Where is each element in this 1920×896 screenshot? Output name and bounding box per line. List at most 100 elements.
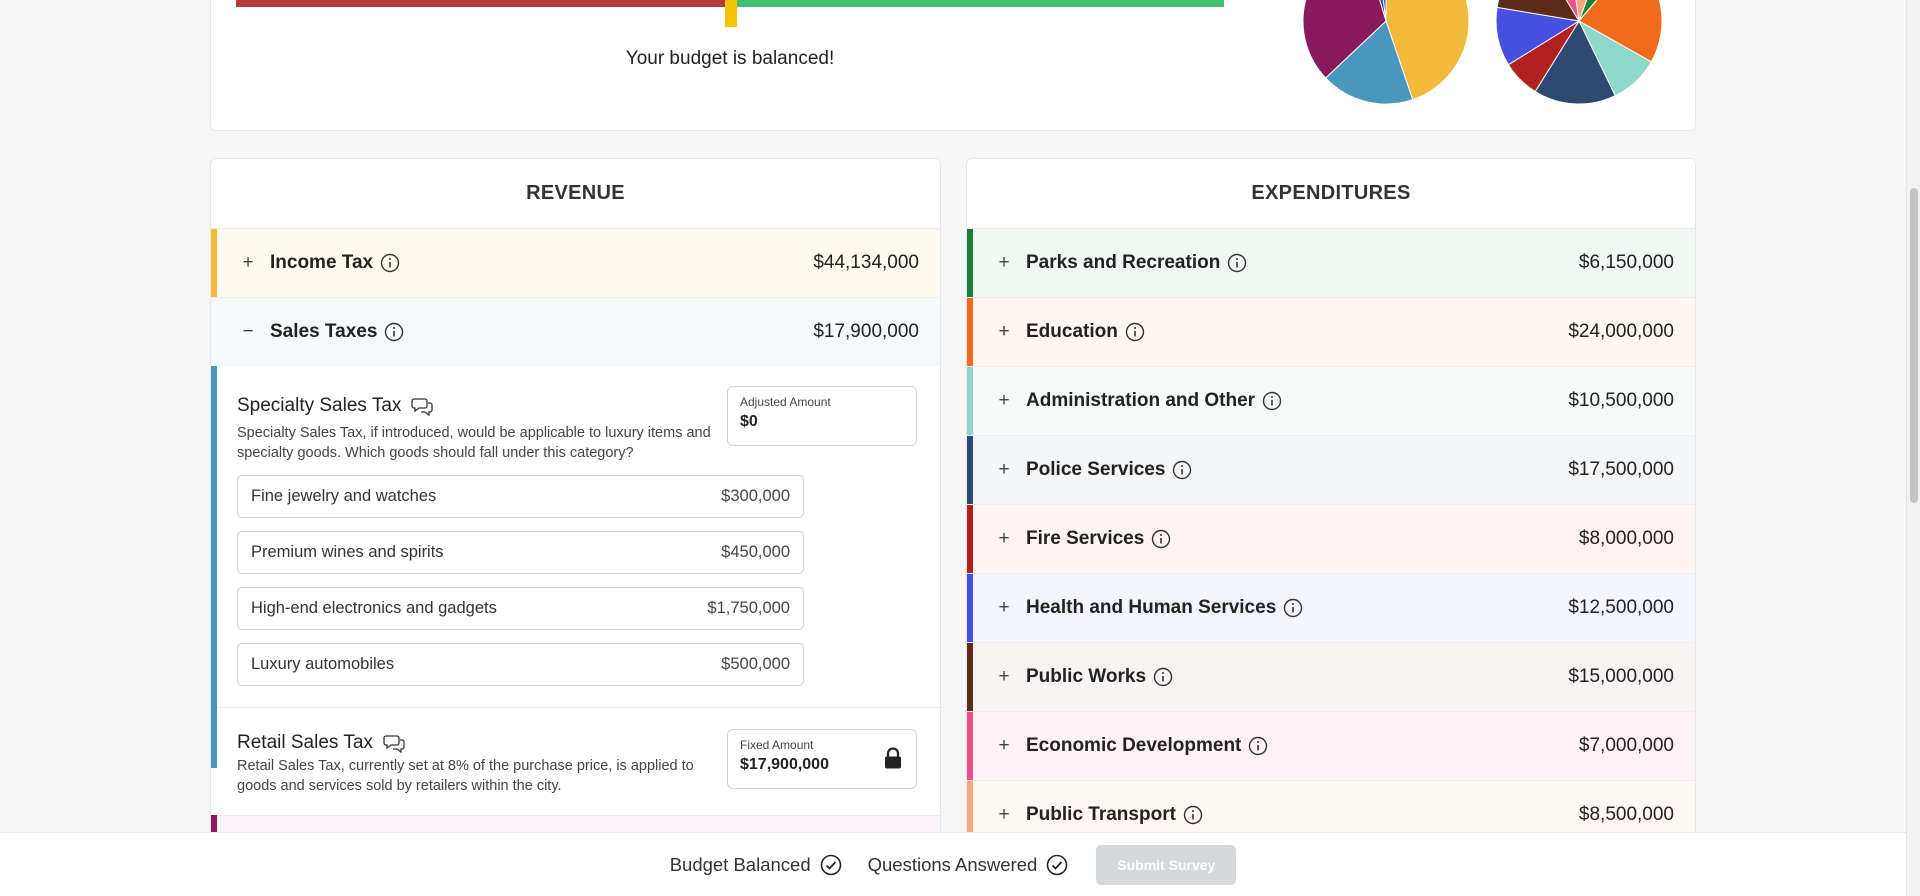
category-color-stripe (211, 229, 217, 297)
page-scrollbar[interactable] (1906, 0, 1920, 896)
category-amount: $44,134,000 (813, 252, 919, 273)
category-color-stripe (967, 298, 973, 366)
category-name: Income Tax (270, 252, 374, 273)
amount-label: Fixed Amount (740, 738, 814, 752)
expand-toggle[interactable]: + (998, 390, 1010, 411)
lock-icon (885, 747, 901, 769)
category-color-stripe (967, 574, 973, 642)
item-label: Luxury automobiles (251, 655, 395, 673)
category-name: Public Works (1026, 666, 1147, 687)
expenditure-row[interactable]: + Fire Services $8,000,000 (967, 504, 1695, 573)
expand-toggle[interactable]: + (998, 597, 1010, 618)
expand-toggle[interactable]: + (998, 804, 1010, 825)
info-icon[interactable] (1283, 598, 1303, 618)
budget-summary-card: Your budget is balanced! (210, 0, 1696, 131)
adjusted-amount-field[interactable]: Adjusted Amount $0 (727, 386, 917, 446)
scrollbar-thumb[interactable] (1910, 188, 1918, 503)
list-item[interactable]: High-end electronics and gadgets $1,750,0… (237, 587, 804, 630)
info-icon[interactable] (1227, 253, 1247, 273)
item-amount: $450,000 (721, 543, 790, 561)
check-circle-icon (1046, 854, 1068, 875)
revenue-row-income-tax[interactable]: + Income Tax $44,134,000 (211, 228, 940, 297)
expenditures-title: EXPENDITURES (1251, 182, 1411, 204)
category-color-stripe (967, 229, 973, 297)
category-name: Economic Development (1026, 735, 1242, 756)
category-name: Fire Services (1026, 528, 1145, 549)
check-circle-icon (820, 854, 841, 875)
comment-icon[interactable] (411, 396, 434, 416)
status-label: Questions Answered (867, 853, 1038, 875)
balance-message: Your budget is balanced! (625, 48, 835, 69)
submit-survey-button[interactable]: Submit Survey (1096, 844, 1237, 885)
status-label: Budget Balanced (669, 853, 811, 875)
revenue-panel: REVENUE + Income Tax $44,134,000 − Sales… (210, 158, 941, 896)
category-amount: $17,500,000 (1568, 459, 1674, 480)
balance-marker (725, 0, 737, 27)
item-label: Fine jewelry and watches (251, 487, 437, 505)
comment-icon[interactable] (383, 733, 405, 753)
expenditure-row[interactable]: + Health and Human Services $12,500,000 (967, 573, 1695, 642)
expenditure-row[interactable]: + Police Services $17,500,000 (967, 435, 1695, 504)
info-icon[interactable] (1248, 736, 1268, 756)
expand-toggle[interactable]: + (998, 321, 1010, 342)
category-name: Parks and Recreation (1026, 252, 1221, 273)
info-icon[interactable] (1262, 391, 1282, 411)
info-icon[interactable] (380, 253, 400, 273)
info-icon[interactable] (1172, 460, 1192, 480)
category-color-stripe (967, 505, 973, 573)
balance-bar (236, 0, 1224, 27)
category-color-stripe (967, 436, 973, 504)
category-amount: $6,150,000 (1578, 252, 1674, 273)
expenditure-row[interactable]: + Parks and Recreation $6,150,000 (967, 228, 1695, 297)
expand-toggle[interactable]: + (242, 252, 254, 273)
category-name: Education (1026, 321, 1118, 342)
category-amount: $8,500,000 (1578, 804, 1674, 825)
pie-slice (1496, 0, 1580, 22)
expenditure-row[interactable]: + Education $24,000,000 (967, 297, 1695, 366)
expand-toggle[interactable]: + (998, 666, 1010, 687)
item-label: High-end electronics and gadgets (251, 599, 497, 617)
category-name: Public Transport (1026, 804, 1176, 825)
pie-slice (1385, 0, 1469, 101)
list-item[interactable]: Fine jewelry and watches $300,000 (237, 475, 804, 518)
category-amount: $15,000,000 (1568, 666, 1674, 687)
expenditures-panel: EXPENDITURES + Parks and Recreation $6,150… (966, 158, 1696, 896)
pie-slice (1382, 0, 1387, 22)
expenditure-row[interactable]: + Administration and Other $10,500,000 (967, 366, 1695, 435)
specialty-sales-tax-description: Specialty Sales Tax, if introduced, woul… (237, 425, 711, 461)
specialty-goods-list: Fine jewelry and watches $300,000 Premium… (237, 475, 804, 699)
revenue-pie-chart (1303, 0, 1469, 104)
item-amount: $300,000 (721, 487, 790, 505)
expand-toggle[interactable]: + (998, 735, 1010, 756)
category-name: Health and Human Services (1026, 597, 1277, 618)
info-icon[interactable] (1183, 805, 1203, 825)
pie-slice (1324, 20, 1414, 104)
info-icon[interactable] (1151, 529, 1171, 549)
budget-balanced-status: Budget Balanced (670, 854, 842, 876)
info-icon[interactable] (1125, 322, 1145, 342)
specialty-sales-tax-title: Specialty Sales Tax (237, 395, 434, 417)
pie-slice (1565, 0, 1580, 22)
info-icon[interactable] (1153, 667, 1173, 687)
category-name: Police Services (1026, 459, 1166, 480)
list-item[interactable]: Premium wines and spirits $450,000 (237, 531, 804, 574)
specialty-title-text: Specialty Sales Tax (237, 395, 402, 416)
category-amount: $24,000,000 (1568, 321, 1674, 342)
category-amount: $12,500,000 (1568, 597, 1674, 618)
survey-status-bar: Budget Balanced Questions Answered Submi… (0, 832, 1906, 896)
category-amount: $17,900,000 (813, 321, 919, 342)
expenditure-row[interactable]: + Public Works $15,000,000 (967, 642, 1695, 711)
collapse-toggle[interactable]: − (242, 321, 254, 342)
revenue-title: REVENUE (526, 182, 625, 204)
category-color-stripe (211, 297, 217, 768)
expand-toggle[interactable]: + (998, 459, 1010, 480)
category-color-stripe (967, 643, 973, 711)
info-icon[interactable] (384, 322, 404, 342)
revenue-row-sales-taxes[interactable]: − Sales Taxes $17,900,000 (211, 297, 940, 366)
surplus-bar (730, 0, 1224, 7)
expand-toggle[interactable]: + (998, 528, 1010, 549)
sales-taxes-section: − Sales Taxes $17,900,000 Specialty Sale… (211, 297, 940, 768)
expenditure-row[interactable]: + Economic Development $7,000,000 (967, 711, 1695, 780)
expand-toggle[interactable]: + (998, 252, 1010, 273)
list-item[interactable]: Luxury automobiles $500,000 (237, 643, 804, 686)
